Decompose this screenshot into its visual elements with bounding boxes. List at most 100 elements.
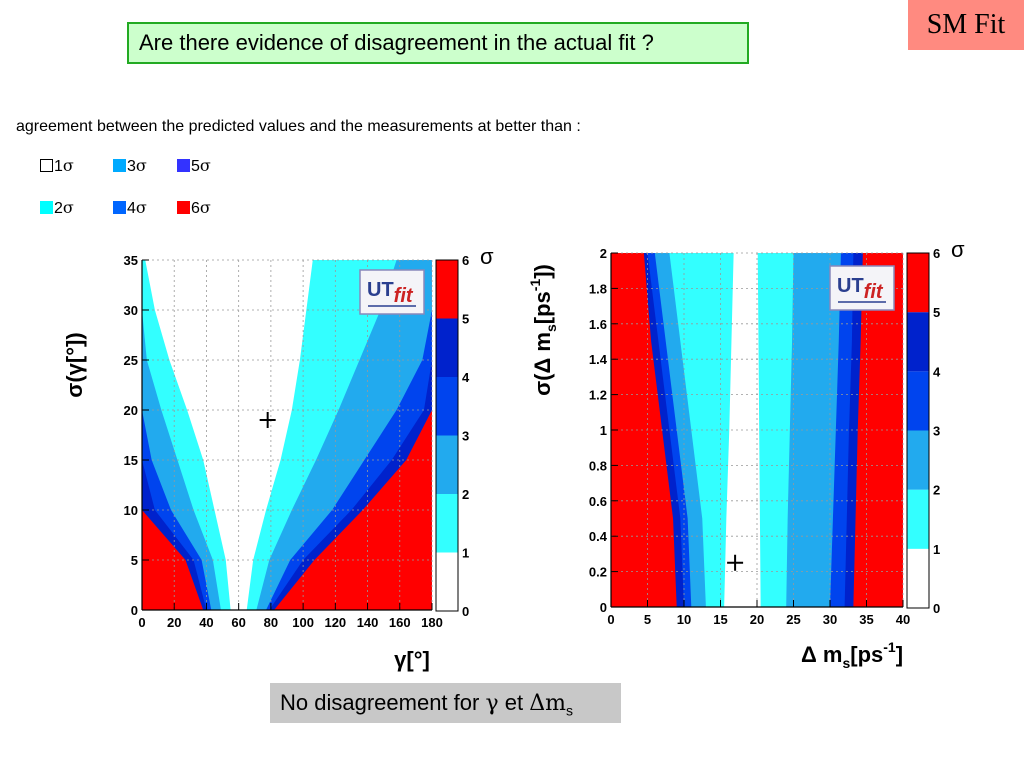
colorbar-segment-6 bbox=[436, 260, 458, 319]
utfit-logo: UTfit bbox=[829, 265, 895, 311]
y-tick-label: 15 bbox=[124, 453, 138, 468]
x-tick-label: 0 bbox=[138, 615, 145, 630]
best-fit-marker bbox=[727, 554, 744, 571]
dms-subscript: s bbox=[565, 702, 573, 719]
axis-title-part: s bbox=[842, 655, 850, 671]
legend-label: 3 bbox=[127, 158, 136, 175]
y-tick-label: 0 bbox=[131, 603, 138, 618]
logo-text-ut: UT bbox=[367, 279, 394, 301]
gamma-symbol: γ bbox=[485, 691, 499, 716]
y-axis-title: σ(γ[°]) bbox=[62, 332, 87, 397]
x-tick-label: 140 bbox=[357, 615, 379, 630]
colorbar-segment-4 bbox=[907, 371, 929, 431]
x-tick-label: 20 bbox=[167, 615, 181, 630]
legend-label: 5 bbox=[191, 158, 200, 175]
y-tick-label: 2 bbox=[600, 246, 607, 261]
logo-text: UTfit bbox=[837, 275, 884, 303]
x-tick-label: 100 bbox=[292, 615, 314, 630]
legend-item-3sigma: 3σ bbox=[113, 158, 147, 175]
legend-swatch bbox=[113, 159, 126, 172]
x-tick-label: 10 bbox=[677, 612, 691, 627]
colorbar-segment-5 bbox=[436, 318, 458, 377]
legend-item-5sigma: 5σ bbox=[177, 158, 211, 175]
y-tick-label: 25 bbox=[124, 353, 138, 368]
best-fit-marker bbox=[259, 412, 276, 428]
x-tick-label: 40 bbox=[199, 615, 213, 630]
question-box: Are there evidence of disagreement in th… bbox=[127, 22, 749, 64]
y-tick-label: 5 bbox=[131, 553, 138, 568]
colorbar-segment-1 bbox=[907, 548, 929, 608]
legend-sigma-symbol: σ bbox=[135, 156, 147, 175]
x-tick-label: 5 bbox=[644, 612, 651, 627]
axis-title-part: γ[°] bbox=[394, 647, 430, 672]
y-tick-label: 0.6 bbox=[589, 494, 607, 509]
dms-symbol: Δm bbox=[529, 691, 566, 716]
colorbar-segment-3 bbox=[436, 435, 458, 494]
legend-sigma-symbol: σ bbox=[199, 198, 211, 217]
axis-title-part: [ps bbox=[530, 291, 555, 324]
legend-swatch bbox=[177, 201, 190, 214]
colorbar-segment-6 bbox=[907, 253, 929, 313]
colorbar-title: σ bbox=[480, 244, 494, 269]
x-tick-label: 160 bbox=[389, 615, 411, 630]
y-tick-label: 30 bbox=[124, 303, 138, 318]
x-tick-label: 20 bbox=[750, 612, 764, 627]
y-tick-label: 1.2 bbox=[589, 388, 607, 403]
y-tick-label: 0 bbox=[600, 600, 607, 615]
legend-item-1sigma: 1σ bbox=[40, 158, 74, 175]
axis-title-part: Δ m bbox=[801, 642, 843, 667]
logo-text-ut: UT bbox=[837, 275, 864, 297]
legend-label: 2 bbox=[54, 200, 63, 217]
y-tick-label: 0.4 bbox=[589, 529, 608, 544]
colorbar-segment-2 bbox=[436, 494, 458, 553]
colorbar-title: σ bbox=[951, 237, 965, 262]
colorbar-tick-label: 5 bbox=[462, 312, 469, 327]
sigma-region-1 bbox=[145, 260, 313, 610]
axis-title-part: σ(Δ m bbox=[530, 332, 555, 396]
colorbar-tick-label: 4 bbox=[933, 364, 941, 379]
dms-sigma-chart: 0 5 10 15 20 25 30 35 4000.20.40.60.811.21.41.61… bbox=[527, 237, 965, 671]
colorbar-tick-label: 0 bbox=[462, 604, 469, 619]
x-tick-label: 0 bbox=[607, 612, 614, 627]
x-axis-title: γ[°] bbox=[394, 647, 430, 672]
legend-sigma-symbol: σ bbox=[62, 198, 74, 217]
legend-sigma-symbol: σ bbox=[135, 198, 147, 217]
colorbar-tick-label: 1 bbox=[462, 546, 469, 561]
axis-title-part: [ps bbox=[850, 642, 883, 667]
sm-fit-tag: SM Fit bbox=[908, 0, 1024, 50]
axis-title-part: -1 bbox=[527, 279, 543, 292]
x-tick-label: 35 bbox=[859, 612, 873, 627]
colorbar-tick-label: 2 bbox=[462, 487, 469, 502]
colorbar-tick-label: 6 bbox=[462, 253, 469, 268]
legend-swatch bbox=[113, 201, 126, 214]
legend-swatch bbox=[40, 159, 53, 172]
axis-title-part: s bbox=[543, 324, 559, 332]
colorbar-tick-label: 3 bbox=[933, 424, 940, 439]
colorbar-tick-label: 0 bbox=[933, 601, 940, 616]
axis-title-part: -1 bbox=[883, 639, 896, 655]
y-tick-label: 0.8 bbox=[589, 458, 607, 473]
colorbar-tick-label: 3 bbox=[462, 429, 469, 444]
legend-sigma-symbol: σ bbox=[199, 156, 211, 175]
intro-text: agreement between the predicted values a… bbox=[16, 118, 581, 135]
x-tick-label: 25 bbox=[786, 612, 800, 627]
colorbar-tick-label: 5 bbox=[933, 305, 940, 320]
x-tick-label: 60 bbox=[231, 615, 245, 630]
colorbar-tick-label: 6 bbox=[933, 246, 940, 261]
logo-text: UTfit bbox=[367, 279, 414, 307]
colorbar-frame bbox=[435, 259, 459, 612]
colorbar-frame bbox=[906, 252, 930, 609]
colorbar-tick-label: 2 bbox=[933, 483, 940, 498]
y-tick-label: 35 bbox=[124, 253, 138, 268]
legend-item-4sigma: 4σ bbox=[113, 200, 147, 217]
x-axis-title: Δ ms[ps-1] bbox=[801, 639, 903, 671]
axis-title-part: ]) bbox=[530, 264, 555, 279]
x-tick-label: 40 bbox=[896, 612, 910, 627]
colorbar-tick-label: 4 bbox=[462, 370, 470, 385]
y-tick-label: 1.8 bbox=[589, 281, 607, 296]
y-tick-label: 0.2 bbox=[589, 565, 607, 580]
colorbar-segment-3 bbox=[907, 430, 929, 490]
colorbar-segment-1 bbox=[436, 552, 458, 611]
x-tick-label: 30 bbox=[823, 612, 837, 627]
legend-sigma-symbol: σ bbox=[62, 156, 74, 175]
